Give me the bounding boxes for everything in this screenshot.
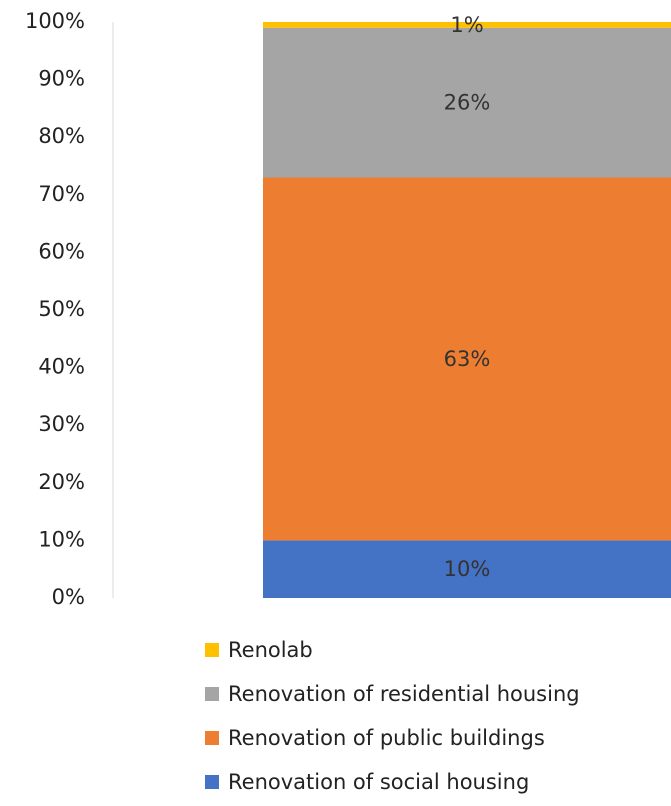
y-tick-label: 100% [25, 9, 85, 33]
legend-label: Renovation of social housing [228, 770, 529, 794]
legend-swatch [205, 775, 219, 789]
legend-label: Renovation of public buildings [228, 726, 545, 750]
y-tick-label: 70% [38, 182, 85, 206]
bar-segment [263, 22, 671, 28]
legend-label: Renovation of residential housing [228, 682, 580, 706]
bar-segment [263, 27, 671, 178]
data-label: 10% [444, 557, 491, 581]
legend-swatch [205, 643, 219, 657]
y-tick-label: 60% [38, 239, 85, 263]
y-tick-label: 10% [38, 527, 85, 551]
data-label: 1% [450, 13, 483, 37]
bar-segment [263, 177, 671, 541]
bar-segment [263, 540, 671, 598]
data-label: 63% [444, 347, 491, 371]
y-tick-label: 30% [38, 412, 85, 436]
data-label: 26% [444, 91, 491, 115]
y-tick-label: 20% [38, 470, 85, 494]
y-tick-label: 40% [38, 355, 85, 379]
y-tick-label: 0% [52, 585, 85, 609]
y-tick-label: 80% [38, 124, 85, 148]
legend-swatch [205, 731, 219, 745]
y-tick-label: 90% [38, 67, 85, 91]
legend-label: Renolab [228, 638, 313, 662]
y-tick-label: 50% [38, 297, 85, 321]
legend-swatch [205, 687, 219, 701]
